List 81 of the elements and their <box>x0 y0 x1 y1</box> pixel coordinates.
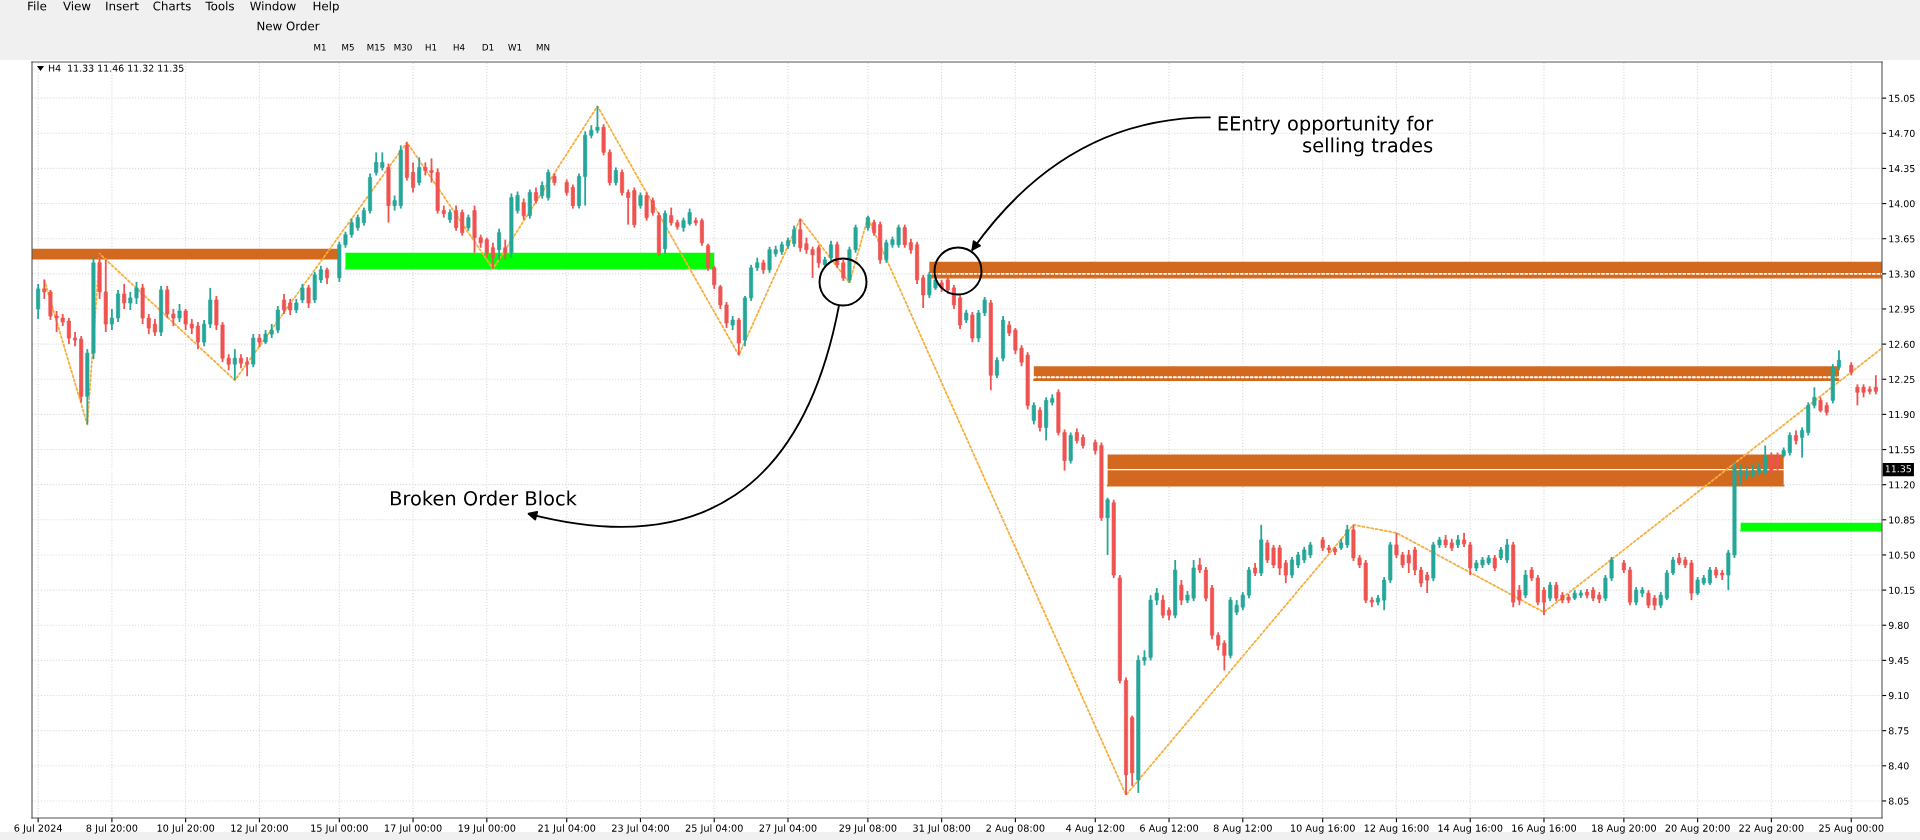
x-tick-label: 25 Aug 00:00 <box>1819 824 1884 834</box>
candlestick <box>730 315 735 331</box>
text: Window <box>250 1 296 11</box>
candlestick <box>386 162 391 224</box>
candlestick <box>1720 569 1725 581</box>
candlestick <box>1197 557 1202 574</box>
y-tick-label: 14.00 <box>1889 200 1915 208</box>
y-tick-label: 8.05 <box>1888 797 1909 805</box>
x-tick-label: 14 Aug 16:00 <box>1438 824 1503 834</box>
y-tick-label: 10.50 <box>1889 551 1915 559</box>
y-tick-label: 13.30 <box>1889 270 1915 278</box>
candlestick <box>693 216 698 227</box>
chart-title: H4 11.33 11.46 11.32 11.35 <box>48 64 184 72</box>
x-tick-label: 22 Aug 20:00 <box>1739 824 1804 834</box>
x-tick-label: 25 Jul 04:00 <box>685 824 743 834</box>
x-tick-label: 8 Jul 20:00 <box>86 824 138 834</box>
x-tick-label: 21 Jul 04:00 <box>538 824 596 834</box>
x-tick-label: 12 Aug 16:00 <box>1364 824 1429 834</box>
y-tick-label: 10.15 <box>1889 586 1915 594</box>
x-tick-label: 6 Jul 2024 <box>14 824 63 834</box>
x-tick-label: 31 Jul 08:00 <box>913 824 971 834</box>
x-tick-label: 17 Jul 00:00 <box>384 824 442 834</box>
y-tick-label: 11.55 <box>1889 446 1915 454</box>
y-tick-label: 15.05 <box>1889 94 1915 102</box>
y-tick-label: 12.25 <box>1889 375 1915 383</box>
x-tick-label: 29 Jul 08:00 <box>839 824 897 834</box>
y-tick-label: 11.90 <box>1889 410 1915 419</box>
annotation: EEntry opportunity for selling trades <box>1218 115 1434 157</box>
line-series <box>43 105 1882 796</box>
text: View <box>63 1 91 11</box>
candlestick <box>1105 496 1110 556</box>
x-tick-label: 12 Jul 20:00 <box>231 824 288 834</box>
candlestick <box>300 282 305 304</box>
x-tick-label: 6 Aug 12:00 <box>1140 824 1199 834</box>
x-tick-label: 23 Jul 04:00 <box>612 824 669 834</box>
x-tick-label: 15 Jul 00:00 <box>311 824 368 834</box>
text: MN <box>536 44 550 51</box>
ref-line-label: 11.35 <box>1885 465 1911 473</box>
candlestick <box>306 283 311 309</box>
text: New Order <box>257 21 320 31</box>
y-tick-label: 9.10 <box>1888 692 1909 700</box>
text: H1 <box>425 44 437 51</box>
text: M5 <box>342 44 354 51</box>
text: Insert <box>106 1 139 11</box>
text: Tools <box>205 1 234 11</box>
x-tick-label: 10 Jul 20:00 <box>157 824 215 834</box>
x-tick-label: 19 Jul 00:00 <box>458 824 516 834</box>
candlestick <box>1597 591 1602 605</box>
text: H4 <box>453 44 465 51</box>
y-tick-label: 9.45 <box>1888 656 1909 665</box>
text: Help <box>313 1 339 13</box>
text: D1 <box>482 44 494 51</box>
text: M15 <box>367 44 385 51</box>
y-tick-label: 10.85 <box>1889 516 1915 524</box>
candlestick <box>1640 586 1645 599</box>
x-tick-label: 27 Jul 04:00 <box>759 824 817 834</box>
y-tick-label: 11.20 <box>1889 481 1915 489</box>
y-tick-label: 12.60 <box>1889 340 1915 348</box>
x-tick-label: 8 Aug 12:00 <box>1213 824 1272 834</box>
x-tick-label: 2 Aug 08:00 <box>986 824 1045 834</box>
y-tick-label: 12.95 <box>1889 305 1915 313</box>
y-tick-label: 9.80 <box>1888 621 1909 629</box>
x-tick-label: 16 Aug 16:00 <box>1512 824 1577 834</box>
text: W1 <box>508 44 522 51</box>
y-tick-label: 14.70 <box>1889 129 1915 138</box>
x-tick-label: 20 Aug 20:00 <box>1665 824 1730 834</box>
x-tick-label: 18 Aug 20:00 <box>1592 824 1656 834</box>
text: M30 <box>394 43 412 51</box>
y-tick-label: 14.35 <box>1889 165 1915 173</box>
x-tick-label: 4 Aug 12:00 <box>1066 824 1125 834</box>
y-tick-label: 8.40 <box>1888 762 1909 770</box>
candlestick <box>1523 569 1528 600</box>
x-tick-label: 10 Aug 16:00 <box>1290 824 1355 834</box>
text: M1 <box>314 44 326 51</box>
y-tick-label: 13.65 <box>1889 235 1915 243</box>
text: File <box>28 1 47 11</box>
annotation: Broken Order Block <box>390 490 577 506</box>
text: Charts <box>153 1 191 11</box>
candlestick <box>177 303 182 323</box>
y-tick-label: 8.75 <box>1888 727 1909 735</box>
candlestick <box>1572 589 1577 602</box>
